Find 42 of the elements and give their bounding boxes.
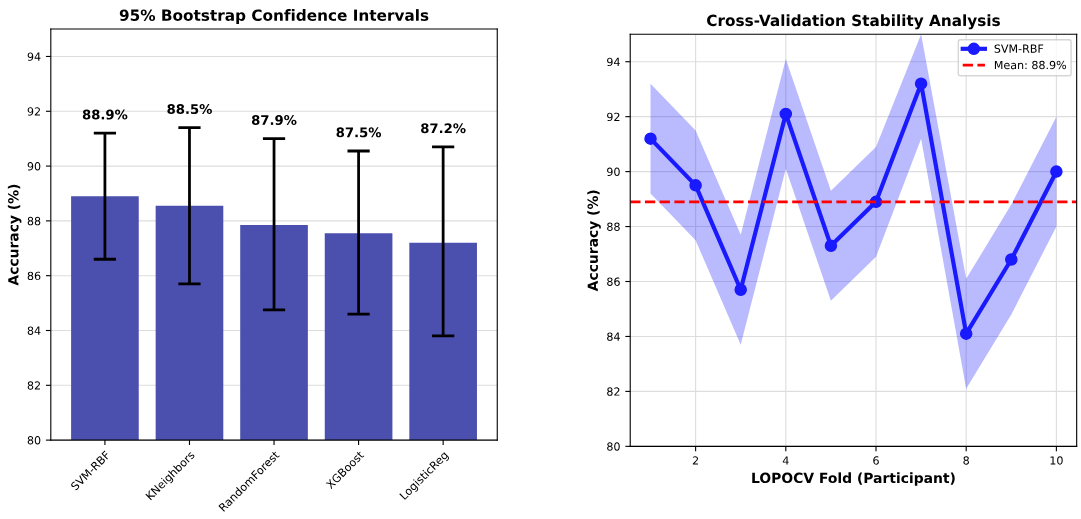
legend-label: Mean: 88.9% bbox=[994, 60, 1067, 70]
annotation: 87.5% bbox=[336, 127, 382, 138]
x-tick-label: 2 bbox=[692, 456, 699, 465]
y-tick-label: 92 bbox=[607, 112, 620, 122]
chart-title: 95% Bootstrap Confidence Intervals bbox=[119, 9, 429, 24]
point bbox=[689, 179, 702, 192]
point bbox=[824, 239, 838, 253]
y-tick-label: 84 bbox=[607, 332, 620, 341]
point bbox=[1005, 253, 1018, 266]
y-tick-label: 84 bbox=[27, 326, 41, 335]
y-tick-label: 86 bbox=[27, 271, 41, 281]
y-tick-label: 86 bbox=[607, 277, 620, 286]
x-tick-label: 4 bbox=[782, 456, 789, 465]
point bbox=[1050, 165, 1063, 178]
point bbox=[734, 283, 747, 296]
x-tick-label: 6 bbox=[873, 456, 879, 465]
chart-title: Cross-Validation Stability Analysis bbox=[707, 14, 1000, 30]
y-tick-label: 82 bbox=[27, 381, 40, 390]
y-tick-label: 90 bbox=[607, 167, 620, 176]
y-axis-title: Accuracy (%) bbox=[7, 184, 22, 286]
x-tick-label: 8 bbox=[963, 456, 969, 465]
y-tick-label: 92 bbox=[27, 107, 40, 116]
y-tick-label: 94 bbox=[27, 52, 41, 61]
point bbox=[914, 77, 928, 90]
y-tick-label: 90 bbox=[27, 162, 41, 171]
x-axis-title: LOPOCV Fold (Participant) bbox=[752, 472, 955, 486]
y-tick-label: 88 bbox=[607, 222, 620, 231]
point bbox=[644, 132, 657, 145]
legend-label: SVM-RBF bbox=[994, 44, 1044, 53]
annotation: 87.9% bbox=[251, 115, 297, 126]
y-tick-label: 80 bbox=[607, 442, 620, 451]
point bbox=[959, 327, 973, 340]
y-tick-label: 82 bbox=[607, 387, 620, 396]
annotation: 88.5% bbox=[167, 104, 212, 115]
x-tick-label: 10 bbox=[1050, 456, 1063, 465]
y-tick-label: 94 bbox=[607, 57, 620, 67]
y-tick-label: 80 bbox=[27, 436, 41, 445]
annotation: 88.9% bbox=[82, 109, 128, 120]
y-tick-label: 88 bbox=[27, 216, 41, 226]
point bbox=[779, 107, 793, 121]
annotation: 87.2% bbox=[421, 123, 466, 134]
y-axis-title: Accuracy (%) bbox=[587, 190, 601, 292]
